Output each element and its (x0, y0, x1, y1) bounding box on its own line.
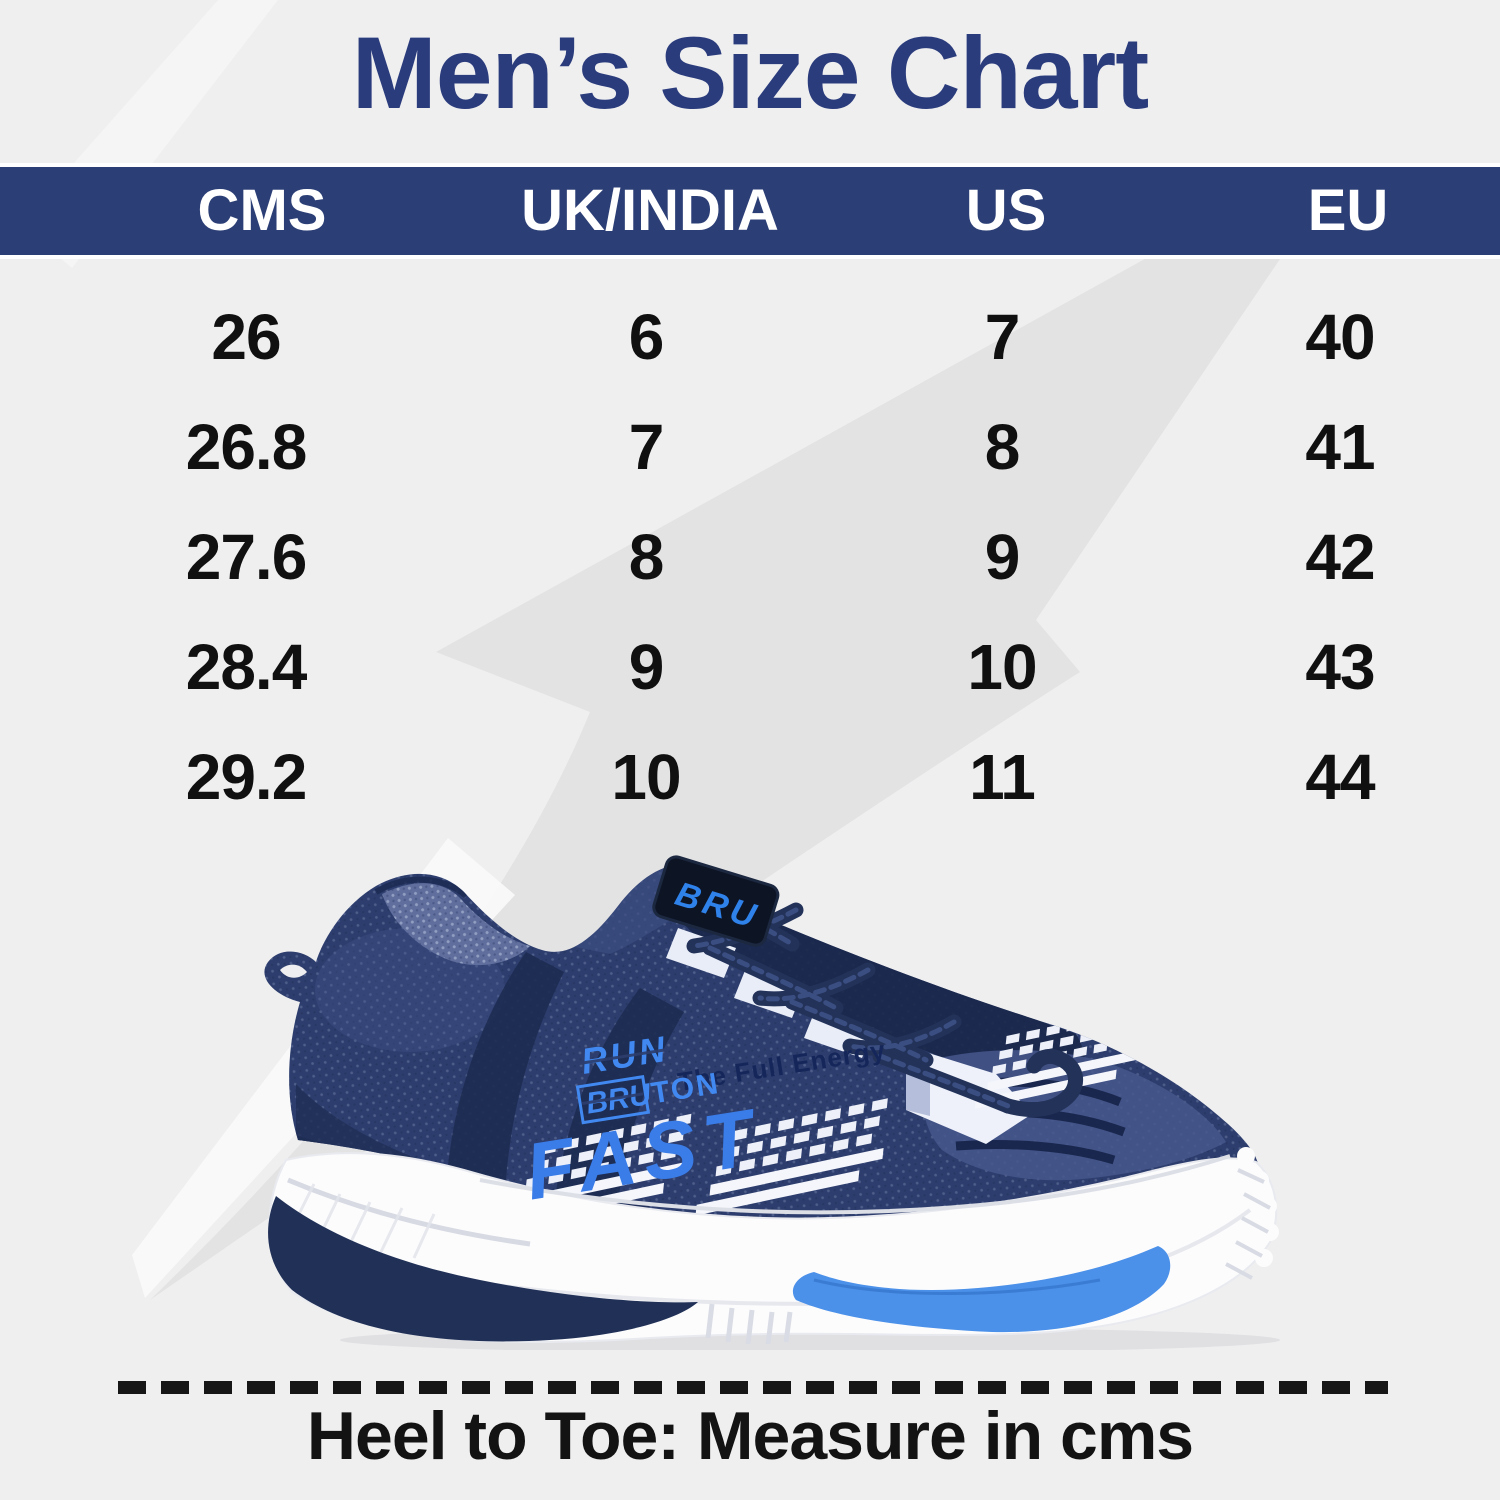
shoe-laces (674, 876, 1083, 1117)
shoe-sole (268, 1147, 1279, 1345)
size-cell-uk: 6 (628, 301, 665, 373)
size-cell-eu: 42 (1305, 521, 1375, 593)
table-row: 29.2 10 11 44 (0, 722, 1500, 832)
size-cell-cms: 28.4 (185, 631, 308, 703)
table-row: 26.8 7 8 41 (0, 392, 1500, 502)
shoe-brand-tab: BRU (652, 855, 780, 947)
size-cell-cms: 26 (211, 301, 281, 373)
product-shoe-image: BRU RUN The Full Energy BRU TON FAST (264, 855, 1280, 1350)
column-header-us: US (965, 178, 1047, 243)
size-cell-us: 8 (984, 411, 1021, 483)
size-cell-eu: 43 (1305, 631, 1375, 703)
column-header-eu: EU (1307, 178, 1389, 243)
column-header-uk-india: UK/INDIA (521, 178, 779, 243)
size-cell-eu: 44 (1305, 741, 1375, 813)
size-cell-eu: 41 (1305, 411, 1375, 483)
size-cell-cms: 29.2 (185, 741, 308, 813)
shoe-dark-sash (554, 988, 684, 1222)
table-row: 28.4 9 10 43 (0, 612, 1500, 722)
shoe-heel-outsole (268, 1196, 698, 1342)
column-header-cms: CMS (197, 178, 327, 243)
size-cell-eu: 40 (1305, 301, 1375, 373)
size-cell-uk: 8 (628, 521, 665, 593)
size-cell-us: 11 (969, 741, 1036, 813)
size-cell-cms: 26.8 (185, 411, 308, 483)
size-cell-uk: 7 (628, 411, 665, 483)
size-cell-cms: 27.6 (185, 521, 308, 593)
size-cell-uk: 10 (611, 741, 681, 813)
table-row: 26 6 7 40 (0, 282, 1500, 392)
shoe-heel-pull-tab (280, 964, 307, 978)
shoe-dark-sash (448, 952, 564, 1180)
size-cell-us: 10 (967, 631, 1037, 703)
shoe-blue-outsole (792, 1246, 1171, 1333)
size-cell-uk: 9 (628, 631, 665, 703)
page-title: Men’s Size Chart (351, 16, 1149, 130)
heel-to-toe-measure-line (118, 1381, 1388, 1394)
size-cell-us: 9 (984, 521, 1021, 593)
size-cell-us: 7 (984, 301, 1021, 373)
table-row: 27.6 8 9 42 (0, 502, 1500, 612)
size-table-header-row: CMS UK/INDIA US EU (0, 163, 1500, 259)
measurement-note: Heel to Toe: Measure in cms (306, 1398, 1194, 1474)
